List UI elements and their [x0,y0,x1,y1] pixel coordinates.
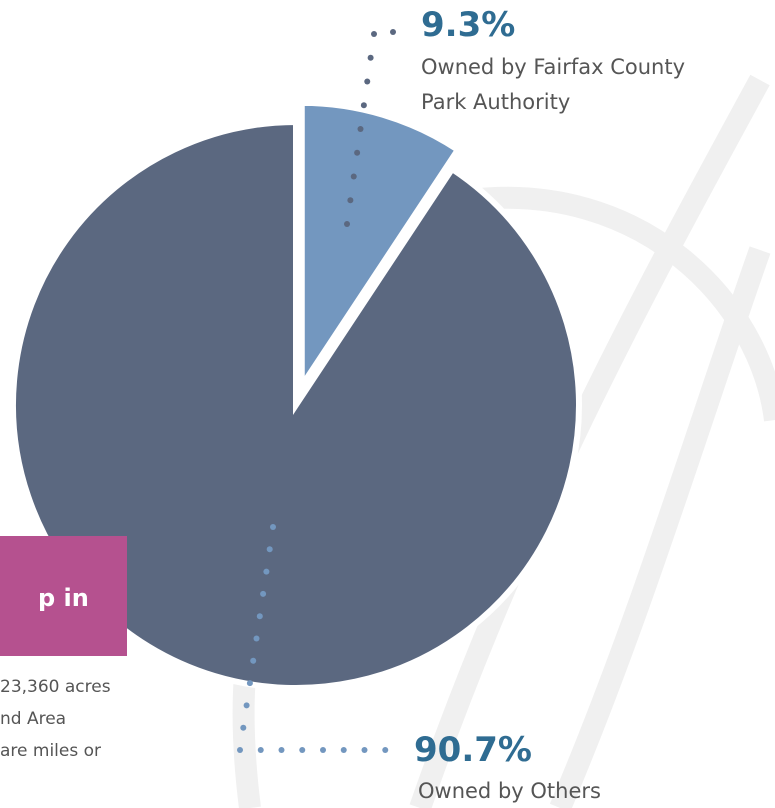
callout-dot [364,78,371,85]
callout-dot [270,524,276,530]
value-label: 9.3% [421,5,516,45]
callout-dot [361,747,368,753]
callout-dot [256,613,263,620]
pie [10,99,582,691]
side-text: nd Area [0,709,67,729]
value-label: 90.7% [414,730,532,770]
callout-dots [237,29,396,753]
callout-dot [299,747,306,753]
callout-dot [320,747,326,753]
callout-dot [360,102,367,109]
callout-dot [257,747,264,753]
category-label: Owned by Fairfax County Park Authority [421,55,686,114]
callout-dot [371,31,377,37]
pie-slice [10,118,582,691]
title-box [0,536,127,656]
callout-dot [357,126,364,132]
callout-dot [344,221,350,227]
callout-dot [340,747,347,753]
pie-slice [298,99,463,396]
box-title: p in [38,584,89,612]
callout-dot [253,635,260,642]
callout-dot [382,747,389,753]
callout-dot [237,747,243,753]
callout-dot [350,173,357,180]
callout-dot [246,680,253,687]
callout-dot [354,149,361,156]
callout-dot [240,724,247,731]
callout-dot [278,747,285,753]
callout-dot [260,590,267,597]
callout-dot [347,197,354,204]
callout-dot [243,702,250,709]
side-text: 23,360 acres [0,677,111,697]
callout-dot [390,29,396,35]
category-label: Owned by Others [418,779,601,803]
callout-dot [263,568,270,575]
callout-dot [266,546,273,553]
callout-dot [367,54,374,61]
callout-dot [250,657,257,664]
side-text: are miles or [0,741,102,761]
